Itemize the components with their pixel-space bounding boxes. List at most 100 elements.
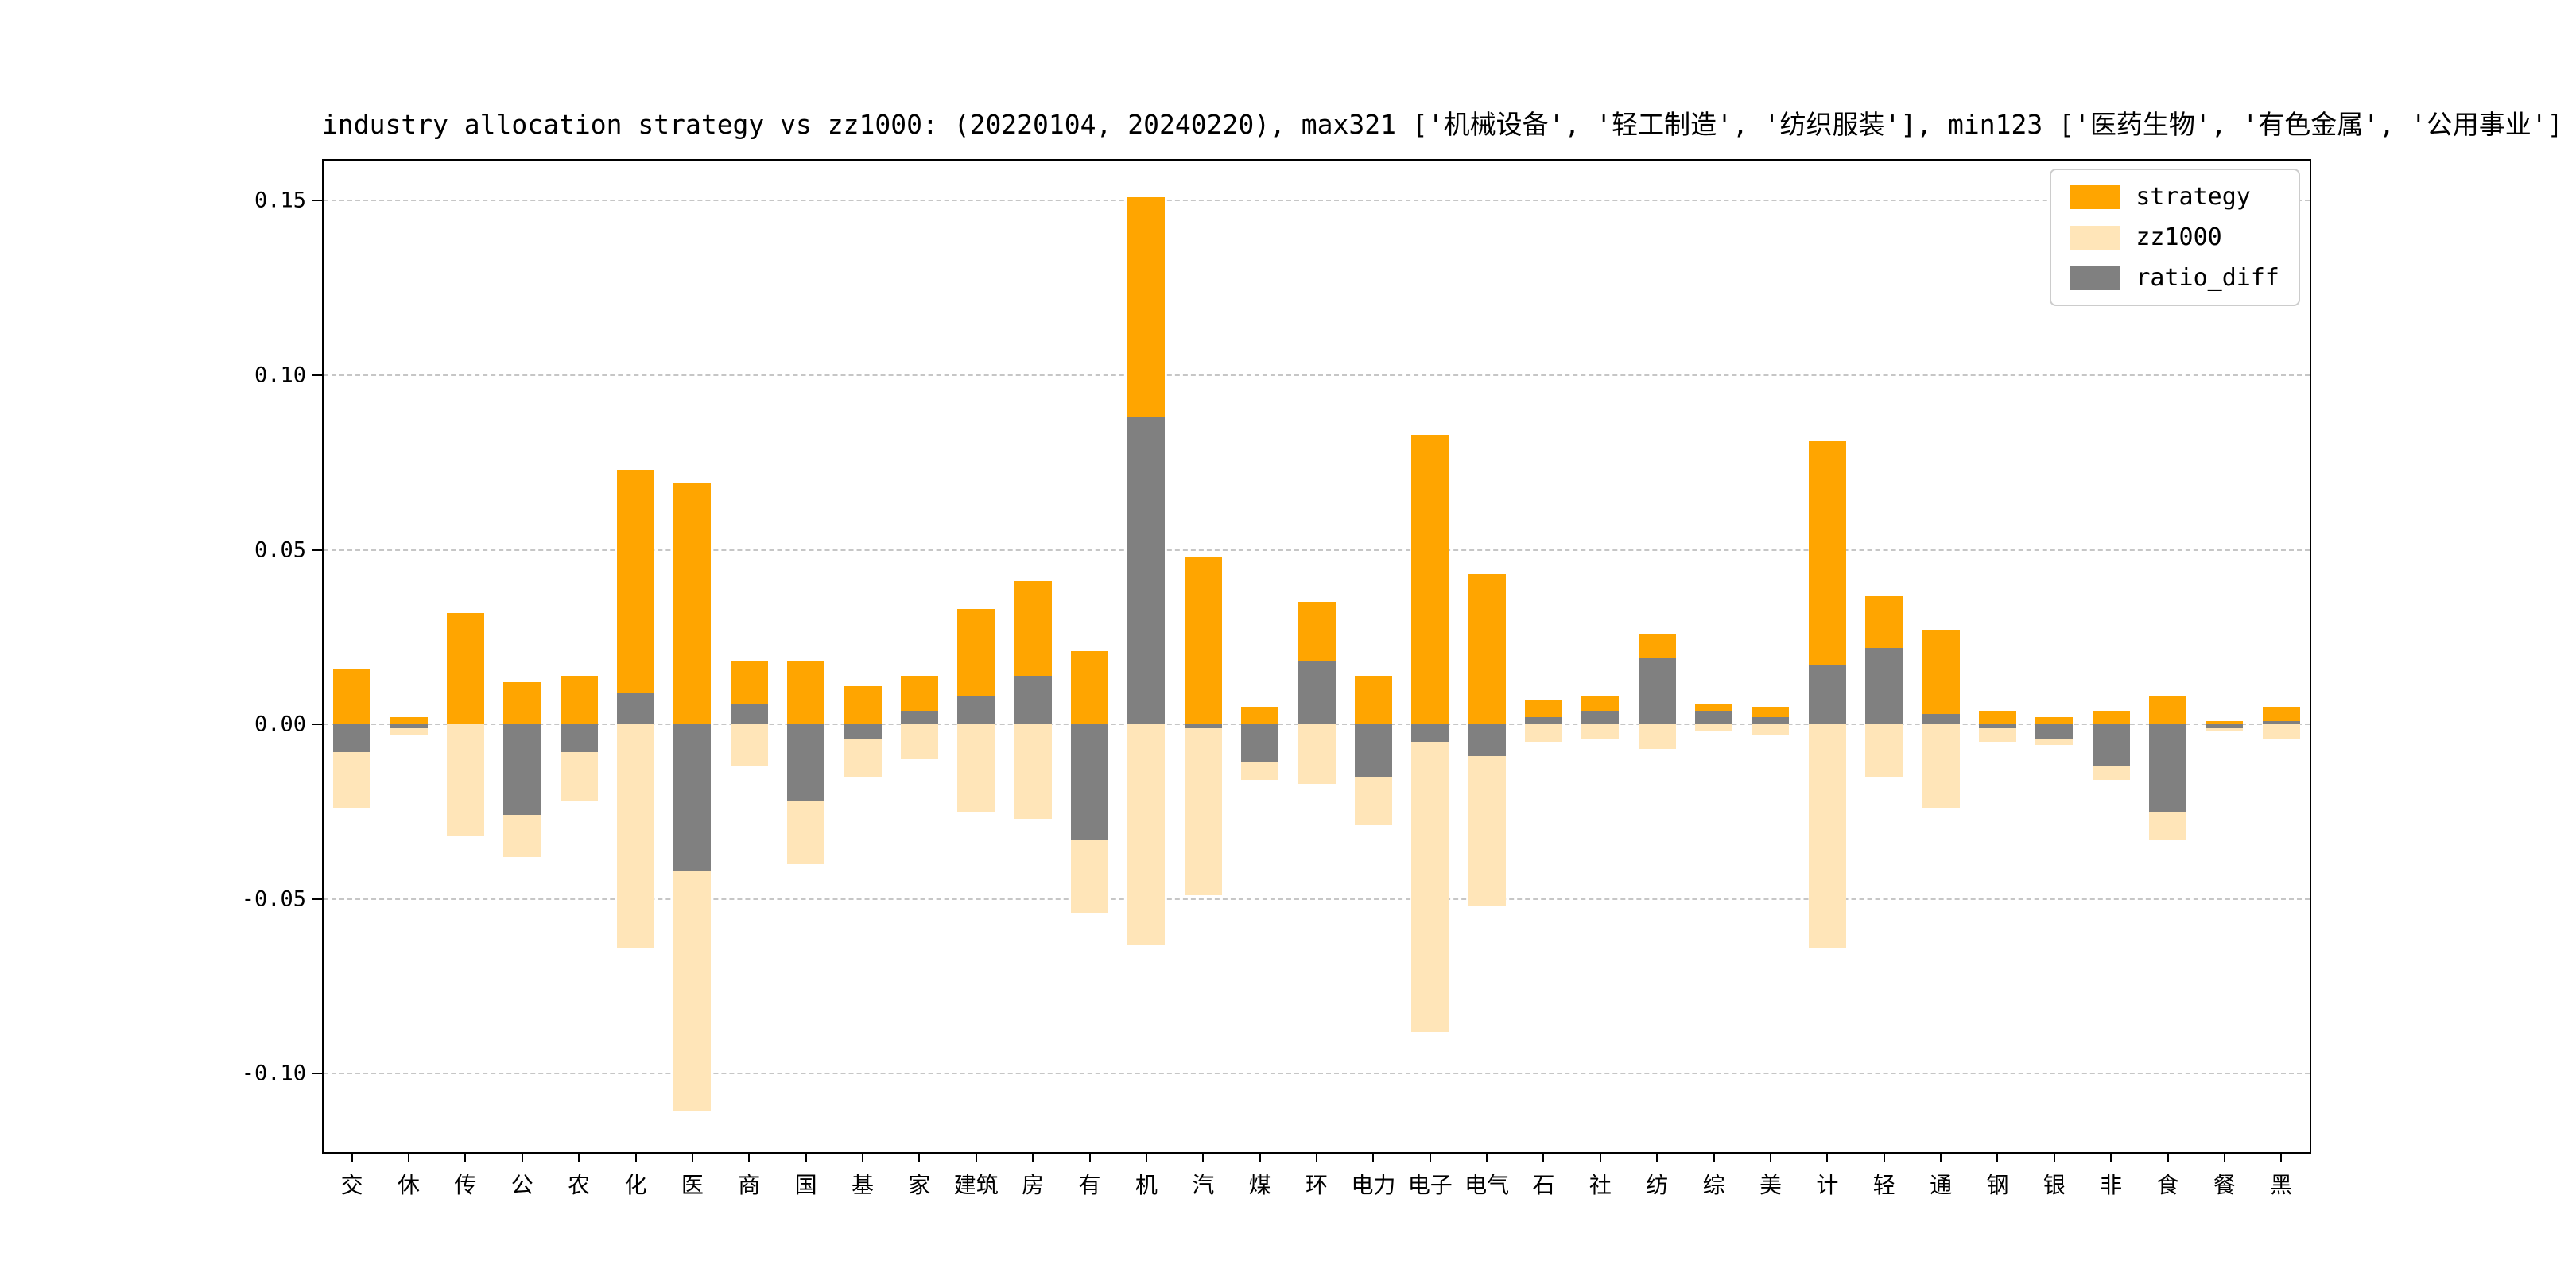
bar-ratio_diff-家 xyxy=(900,710,938,725)
bar-ratio_diff-社 xyxy=(1581,710,1620,725)
bar-zz1000-化 xyxy=(617,724,655,949)
bar-ratio_diff-环 xyxy=(1298,661,1336,725)
bar-ratio_diff-国 xyxy=(787,724,825,801)
x-tick-label-商: 商 xyxy=(738,1172,761,1198)
x-tick-label-国: 国 xyxy=(794,1172,817,1198)
x-tick-label-纺: 纺 xyxy=(1646,1172,1669,1198)
x-tick-label-基: 基 xyxy=(852,1172,875,1198)
bar-ratio_diff-银 xyxy=(2035,724,2074,739)
bar-strategy-传 xyxy=(446,612,484,725)
legend-item-strategy: strategy xyxy=(2070,183,2279,211)
gridline-0.05 xyxy=(324,549,2310,551)
x-tick-mark xyxy=(975,1152,977,1162)
x-tick-mark xyxy=(1769,1152,1771,1162)
bar-strategy-银 xyxy=(2035,717,2074,725)
bar-strategy-交 xyxy=(333,668,371,725)
x-tick-mark xyxy=(2110,1152,2112,1162)
x-tick-mark xyxy=(2167,1152,2169,1162)
y-tick-label: 0.10 xyxy=(254,363,306,388)
x-tick-mark xyxy=(521,1152,523,1162)
bar-ratio_diff-电气 xyxy=(1468,724,1506,756)
bar-ratio_diff-黑 xyxy=(2262,720,2300,725)
x-tick-mark xyxy=(918,1152,921,1162)
bar-ratio_diff-纺 xyxy=(1638,658,1676,725)
legend-item-ratio-diff: ratio_diff xyxy=(2070,264,2279,292)
bar-ratio_diff-休 xyxy=(390,724,428,728)
x-tick-mark xyxy=(1202,1152,1205,1162)
y-tick-mark xyxy=(312,898,324,900)
x-tick-mark xyxy=(1599,1152,1601,1162)
legend-swatch-zz1000 xyxy=(2070,225,2120,250)
bar-zz1000-餐 xyxy=(2206,724,2244,731)
y-tick-mark xyxy=(312,200,324,202)
bar-ratio_diff-电子 xyxy=(1411,724,1449,743)
bar-strategy-通 xyxy=(1922,630,1960,725)
legend: strategy zz1000 ratio_diff xyxy=(2050,169,2300,306)
x-tick-label-房: 房 xyxy=(1022,1172,1045,1198)
bar-ratio_diff-通 xyxy=(1922,713,1960,725)
bar-zz1000-社 xyxy=(1581,724,1620,739)
legend-label-ratio-diff: ratio_diff xyxy=(2136,264,2279,292)
x-tick-label-电子: 电子 xyxy=(1407,1172,1453,1198)
x-tick-label-建筑: 建筑 xyxy=(953,1172,999,1198)
bar-zz1000-通 xyxy=(1922,724,1960,809)
bar-ratio_diff-建筑 xyxy=(957,696,995,725)
x-tick-label-电力: 电力 xyxy=(1351,1172,1396,1198)
x-tick-mark xyxy=(691,1152,693,1162)
y-tick-label: -0.10 xyxy=(241,1061,306,1086)
x-tick-mark xyxy=(1429,1152,1431,1162)
bar-zz1000-机 xyxy=(1127,724,1166,945)
x-tick-mark xyxy=(2053,1152,2055,1162)
legend-label-zz1000: zz1000 xyxy=(2136,223,2222,251)
bar-ratio_diff-商 xyxy=(730,703,768,725)
x-tick-label-公: 公 xyxy=(510,1172,533,1198)
x-tick-label-农: 农 xyxy=(568,1172,591,1198)
bar-zz1000-石 xyxy=(1524,724,1562,743)
bar-strategy-有 xyxy=(1071,650,1108,725)
x-tick-mark xyxy=(1883,1152,1885,1162)
bar-ratio_diff-美 xyxy=(1752,717,1790,725)
bar-strategy-医 xyxy=(673,483,712,725)
x-tick-label-传: 传 xyxy=(454,1172,477,1198)
bar-strategy-农 xyxy=(560,675,598,725)
bar-ratio_diff-轻 xyxy=(1865,647,1903,725)
chart-title: industry allocation strategy vs zz1000: … xyxy=(322,109,2563,140)
bar-ratio_diff-有 xyxy=(1071,724,1108,840)
bar-ratio_diff-医 xyxy=(673,724,712,871)
x-tick-label-有: 有 xyxy=(1078,1172,1101,1198)
bar-strategy-化 xyxy=(617,469,655,725)
y-tick-mark xyxy=(312,1073,324,1075)
x-tick-mark xyxy=(634,1152,637,1162)
x-tick-mark xyxy=(1032,1152,1034,1162)
x-tick-label-钢: 钢 xyxy=(1986,1172,2009,1198)
bar-ratio_diff-计 xyxy=(1808,665,1846,725)
bar-ratio_diff-钢 xyxy=(1978,724,2016,728)
bar-ratio_diff-交 xyxy=(333,724,371,753)
legend-item-zz1000: zz1000 xyxy=(2070,223,2279,251)
y-tick-mark xyxy=(312,374,324,377)
x-tick-label-食: 食 xyxy=(2156,1172,2179,1198)
bar-strategy-食 xyxy=(2149,696,2187,725)
x-tick-label-计: 计 xyxy=(1816,1172,1839,1198)
legend-label-strategy: strategy xyxy=(2136,183,2251,211)
bar-ratio_diff-化 xyxy=(617,692,655,725)
x-tick-mark xyxy=(1486,1152,1488,1162)
bar-ratio_diff-农 xyxy=(560,724,598,753)
bar-ratio_diff-石 xyxy=(1524,717,1562,725)
x-tick-mark xyxy=(1713,1152,1715,1162)
x-tick-mark xyxy=(464,1152,467,1162)
x-tick-mark xyxy=(351,1152,353,1162)
y-tick-label: 0.00 xyxy=(254,712,306,737)
bar-strategy-基 xyxy=(844,685,882,725)
bar-zz1000-纺 xyxy=(1638,724,1676,749)
x-tick-mark xyxy=(1656,1152,1658,1162)
x-tick-mark xyxy=(2280,1152,2283,1162)
bar-strategy-钢 xyxy=(1978,710,2016,725)
y-tick-mark xyxy=(312,549,324,551)
bar-ratio_diff-机 xyxy=(1127,417,1166,725)
bar-ratio_diff-综 xyxy=(1695,710,1733,725)
bar-zz1000-电子 xyxy=(1411,724,1449,1032)
x-tick-mark xyxy=(1316,1152,1317,1162)
bar-zz1000-美 xyxy=(1752,724,1790,735)
bar-zz1000-黑 xyxy=(2262,724,2300,739)
